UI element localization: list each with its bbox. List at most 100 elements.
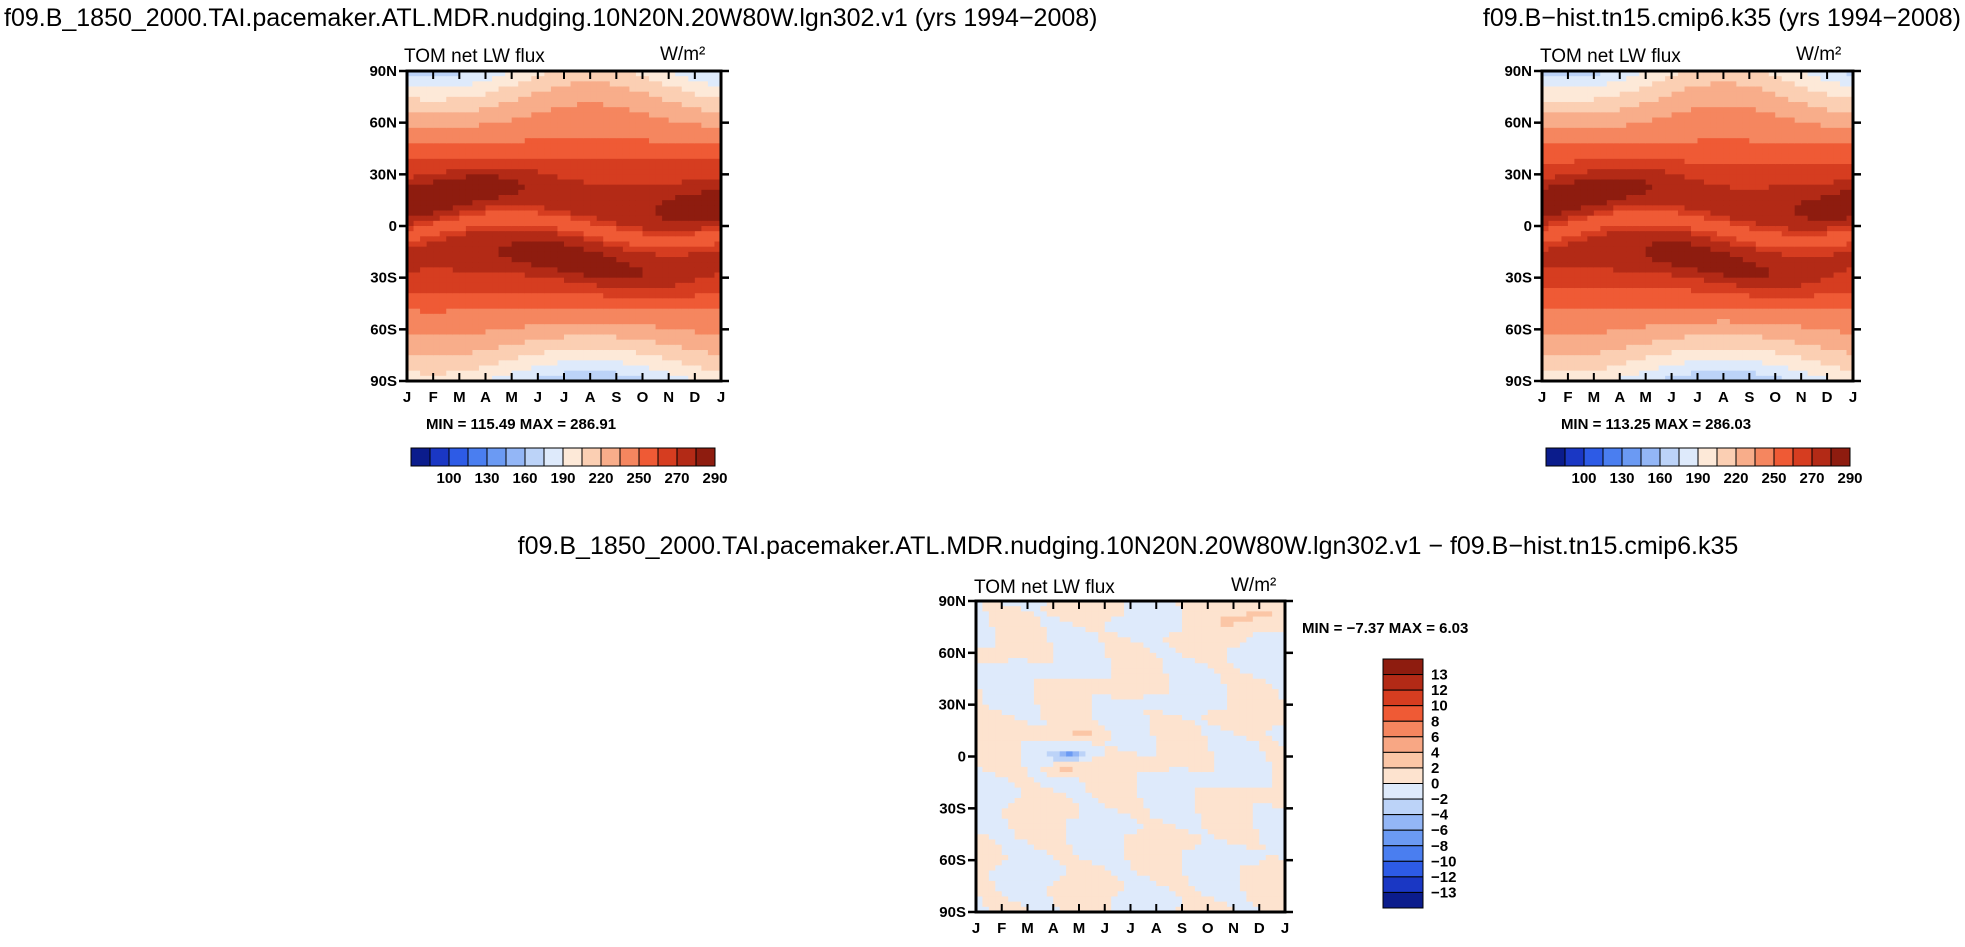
heatmap-cell [518,339,526,346]
heatmap-cell [1626,179,1634,186]
heatmap-cell [577,215,585,222]
heatmap-cell [518,189,526,196]
heatmap-cell [1678,262,1686,268]
heatmap-cell [1619,329,1627,336]
heatmap-cell [459,319,467,325]
heatmap-cell [655,117,663,124]
heatmap-cell [1574,231,1582,237]
heatmap-cell [1626,184,1634,191]
heatmap-cell [1652,272,1660,279]
heatmap-cell [1593,210,1601,217]
heatmap-cell [1671,195,1679,201]
heatmap-cell [439,257,447,263]
heatmap-cell [1587,293,1595,299]
heatmap-cell [498,288,506,294]
heatmap-cell [1723,324,1731,330]
heatmap-cell [518,76,526,82]
heatmap-cell [478,195,487,201]
heatmap-cell [570,236,578,243]
heatmap-cell [478,179,487,186]
heatmap-cell [1632,102,1640,108]
heatmap-cell [472,355,480,361]
heatmap-cell [1613,200,1621,206]
heatmap-cell [1723,195,1731,201]
heatmap-cell [1697,360,1705,367]
heatmap-cell [675,262,683,268]
heatmap-cell [1580,96,1588,103]
heatmap-cell [511,91,519,98]
heatmap-cell [537,215,545,222]
heatmap-cell [603,86,611,93]
heatmap-cell [518,298,526,305]
heatmap-cell [1567,313,1575,320]
heatmap-cell [505,220,513,227]
heatmap-cell [629,375,637,382]
heatmap-cell [557,96,565,103]
heatmap-cell [1574,148,1582,155]
heatmap-cell [439,236,447,243]
heatmap-cell [1703,324,1712,330]
heatmap-cell [1658,344,1666,351]
heatmap-cell [1665,308,1673,315]
heatmap-cell [590,71,598,77]
heatmap-cell [492,86,500,93]
heatmap-cell [642,200,650,206]
heatmap-cell [577,143,585,150]
heatmap-cell [478,86,487,93]
heatmap-cell [570,267,578,274]
y-tick-label: 60S [370,321,397,338]
heatmap-cell [649,334,657,341]
heatmap-cell [1639,189,1647,196]
heatmap-cell [577,226,585,232]
heatmap-cell [1652,226,1660,232]
heatmap-cell [492,329,500,336]
heatmap-cell [1580,370,1588,377]
heatmap-cell [1716,86,1725,93]
heatmap-cell [642,179,650,186]
heatmap-cell [1613,81,1621,88]
heatmap-cell [498,350,506,356]
heatmap-cell [1542,200,1550,206]
heatmap-cell [446,262,454,268]
heatmap-cell [570,138,578,144]
heatmap-cell [1729,288,1737,294]
heatmap-cell [1567,133,1575,139]
heatmap-cell [662,112,670,119]
heatmap-cell [1716,246,1725,253]
heatmap-cell [694,205,702,212]
heatmap-cell [531,360,539,367]
heatmap-cell [1684,313,1692,320]
heatmap-cell [635,339,644,346]
heatmap-cell [629,153,637,160]
heatmap-cell [668,282,676,289]
heatmap-cell [1723,277,1731,284]
heatmap-cell [1736,195,1744,201]
heatmap-cell [668,220,676,227]
heatmap-cell [1554,138,1563,144]
heatmap-cell [524,236,532,243]
heatmap-cell [570,200,578,206]
heatmap-cell [1645,122,1653,129]
heatmap-cell [1645,375,1653,382]
heatmap-cell [1613,236,1621,243]
heatmap-cell [635,164,644,170]
heatmap-cell [426,102,434,108]
x-tick-label: D [689,389,700,406]
heatmap-cell [465,189,474,196]
heatmap-cell [413,303,421,310]
heatmap-cell [505,262,513,268]
heatmap-cell [1548,231,1556,237]
heatmap-cell [1619,174,1627,181]
heatmap-cell [459,117,467,124]
heatmap-cell [537,319,545,325]
heatmap-cell [1580,127,1588,134]
heatmap-cell [1703,86,1712,93]
heatmap-cell [492,293,500,299]
heatmap-cell [1742,71,1750,77]
left-units-label: W/m² [660,44,705,65]
heatmap-cell [544,277,552,284]
heatmap-cell [531,339,539,346]
heatmap-cell [1716,355,1725,361]
heatmap-cell [1561,138,1569,144]
heatmap-cell [472,329,480,336]
